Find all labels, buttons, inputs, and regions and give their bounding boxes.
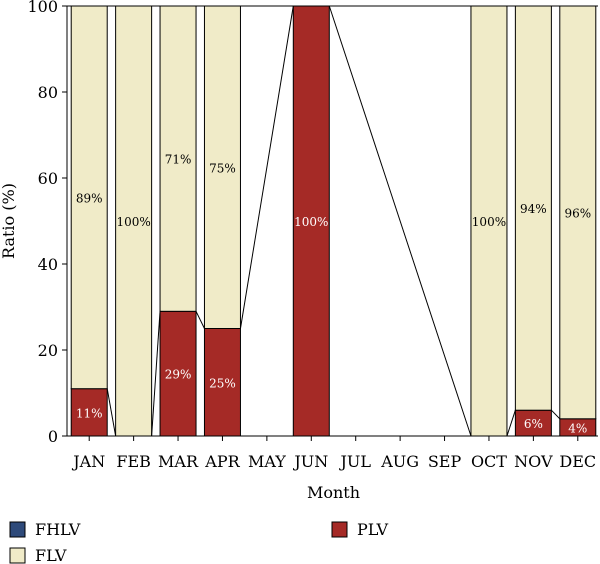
x-tick-label-mar: MAR bbox=[158, 452, 199, 471]
axes bbox=[66, 5, 598, 437]
y-axis-title: Ratio (%) bbox=[0, 183, 18, 259]
connector-jun-oct bbox=[328, 5, 472, 437]
bar-plv-apr bbox=[203, 328, 241, 437]
connector-jan-feb bbox=[106, 388, 117, 437]
label-flv-jan: 89% bbox=[76, 191, 103, 205]
y-tick-label-60: 60 bbox=[38, 169, 58, 188]
label-plv-dec: 4% bbox=[568, 421, 587, 435]
bar-flv-nov bbox=[514, 5, 552, 411]
legend-swatch-flv bbox=[9, 547, 26, 564]
connector-oct-nov bbox=[506, 410, 516, 437]
x-tick-label-sep: SEP bbox=[428, 452, 462, 471]
connector-feb-mar bbox=[151, 311, 161, 437]
x-tick-label-oct: OCT bbox=[471, 452, 507, 471]
label-flv-apr: 75% bbox=[209, 161, 236, 175]
label-plv-apr: 25% bbox=[209, 376, 236, 390]
x-tick-label-jun: JUN bbox=[292, 452, 328, 471]
x-tick-label-feb: FEB bbox=[116, 452, 151, 471]
legend-label-flv: FLV bbox=[35, 546, 67, 564]
label-flv-dec: 96% bbox=[564, 206, 591, 220]
y-ticks: 0 20 40 60 80 100 bbox=[27, 0, 67, 446]
x-tick-label-apr: APR bbox=[204, 452, 240, 471]
legend-label-fhlv: FHLV bbox=[35, 520, 81, 539]
y-tick-label-40: 40 bbox=[38, 255, 58, 274]
x-tick-label-jul: JUL bbox=[338, 452, 371, 471]
bar-plv-mar bbox=[159, 310, 197, 437]
x-tick-label-may: MAY bbox=[248, 452, 286, 471]
bar-plv-nov bbox=[514, 409, 552, 437]
bar-flv-dec bbox=[559, 5, 597, 420]
legend-swatch-fhlv bbox=[9, 521, 26, 538]
bar-plv-jun bbox=[292, 5, 330, 437]
x-ticks: JAN FEB MAR APR MAY JUN JUL AUG SEP OCT NOV DEC bbox=[71, 436, 596, 471]
connector-nov-dec bbox=[551, 409, 561, 420]
x-tick-label-jan: JAN bbox=[71, 452, 105, 471]
label-flv-mar: 71% bbox=[165, 153, 192, 167]
label-plv-jan: 11% bbox=[76, 406, 103, 420]
legend: FHLV PLV FLV bbox=[9, 520, 388, 564]
label-flv-oct: 100% bbox=[472, 215, 506, 229]
connector-lines bbox=[106, 5, 561, 437]
x-tick-label-aug: AUG bbox=[380, 452, 419, 471]
bar-flv-apr bbox=[203, 5, 241, 329]
bar-flv-jan bbox=[70, 5, 108, 390]
x-tick-label-nov: NOV bbox=[514, 452, 553, 471]
label-flv-nov: 94% bbox=[520, 202, 547, 216]
bar-data-labels: 11% 89% 100% 29% 71% 25% 75% 100% 100% 6% 94% 4% 96% bbox=[76, 153, 591, 436]
bar-plv-jan bbox=[70, 388, 108, 437]
label-plv-nov: 6% bbox=[524, 417, 543, 431]
y-tick-label-80: 80 bbox=[38, 83, 58, 102]
legend-label-plv: PLV bbox=[357, 520, 388, 539]
legend-swatch-plv bbox=[331, 521, 348, 538]
label-flv-feb: 100% bbox=[116, 215, 150, 229]
y-tick-label-20: 20 bbox=[38, 341, 58, 360]
label-plv-jun: 100% bbox=[294, 215, 328, 229]
connector-apr-jun bbox=[239, 5, 294, 329]
bar-flv-mar bbox=[159, 5, 197, 312]
y-tick-label-0: 0 bbox=[48, 427, 58, 446]
x-tick-label-dec: DEC bbox=[559, 452, 596, 471]
label-plv-mar: 29% bbox=[165, 368, 192, 382]
x-axis-title: Month bbox=[307, 483, 360, 502]
y-tick-label-100: 100 bbox=[27, 0, 58, 16]
connector-mar-apr bbox=[195, 311, 205, 329]
